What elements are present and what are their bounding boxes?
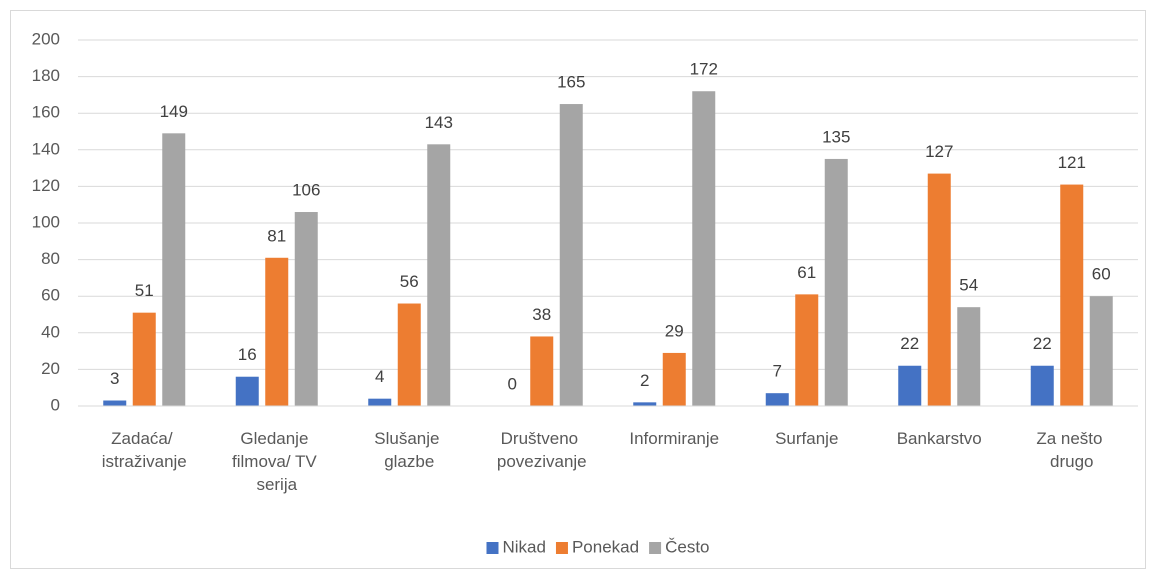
data-label: 165 [557,73,585,92]
data-label: 121 [1058,153,1086,172]
x-tick-label: Gledanje filmova/ TV serija [232,429,321,494]
data-label: 22 [900,334,919,353]
data-label: 81 [267,226,286,245]
x-tick-label: Zadaća/ istraživanje [102,429,187,471]
bar [530,336,554,406]
data-label: 60 [1092,265,1111,284]
label-line: serija [256,475,297,494]
bar [132,312,156,406]
bar [397,303,421,406]
bar [795,294,819,406]
y-tick-label: 100 [32,212,60,231]
x-tick-label: Slušanje glazbe [374,429,444,471]
label-line: Društveno [501,429,583,448]
data-label: 22 [1033,334,1052,353]
label-line: filmova/ TV [232,452,321,471]
x-tick-label: Za nešto drugo [1036,429,1107,471]
y-tick-label: 120 [32,176,60,195]
label-line: Slušanje [374,429,444,448]
bar [1030,365,1054,406]
legend-swatch [486,542,499,554]
y-tick-label: 160 [32,103,60,122]
data-label: 0 [508,374,517,393]
legend-item: Nikad [486,537,546,556]
legend-label: Nikad [502,537,545,556]
label-line: Surfanje [775,429,838,448]
bar [898,365,922,406]
label-line: istraživanje [102,452,187,471]
legend-swatch [649,542,662,554]
label-line: drugo [1050,452,1093,471]
x-tick-label: Bankarstvo [897,429,982,448]
data-label: 61 [797,263,816,282]
label-line: Bankarstvo [897,429,982,448]
data-label: 149 [160,102,188,121]
data-label: 127 [925,142,953,161]
bar [957,307,981,406]
data-label: 7 [773,362,782,381]
legend-item: Ponekad [555,537,639,556]
data-label: 135 [822,127,850,146]
bar [559,104,583,407]
bar [103,400,127,406]
bar [927,173,951,406]
bar [162,133,186,406]
x-tick-label: Surfanje [775,429,838,448]
data-label: 54 [959,276,978,295]
label-line: Za nešto [1036,429,1107,448]
bar [824,158,848,406]
data-label: 3 [110,369,119,388]
bar [662,352,686,406]
data-label: 4 [375,367,384,386]
data-label: 16 [238,345,257,364]
y-tick-label: 0 [51,395,60,414]
y-tick-label: 180 [32,66,60,85]
bar [633,402,657,406]
data-label: 2 [640,371,649,390]
bar [692,91,716,407]
bar [368,398,392,406]
y-tick-label: 80 [41,249,60,268]
label-line: Gledanje [240,429,313,448]
x-tick-label: Informiranje [629,429,719,448]
legend-label: Često [665,537,709,556]
data-label: 106 [292,181,320,200]
bar [294,212,318,406]
data-label: 143 [425,113,453,132]
legend-swatch [555,542,568,554]
data-label: 56 [400,272,419,291]
bar [1089,296,1113,406]
y-tick-label: 60 [41,286,60,305]
bar [765,393,789,406]
data-label: 172 [690,60,718,79]
bar [235,376,259,406]
data-label: 29 [665,321,684,340]
y-tick-label: 40 [41,322,60,341]
label-line: Zadaća/ [111,429,177,448]
data-label: 38 [532,305,551,324]
label-line: glazbe [384,452,434,471]
label-line: povezivanje [497,452,587,471]
y-tick-label: 140 [32,139,60,158]
data-label: 51 [135,281,154,300]
y-tick-label: 20 [41,359,60,378]
legend-item: Često [649,537,710,556]
bar [1060,184,1084,406]
y-tick-label: 200 [32,29,60,48]
bar [265,257,289,406]
legend-label: Ponekad [572,537,639,556]
label-line: Informiranje [629,429,719,448]
x-tick-label: Društveno povezivanje [497,429,587,471]
bar [427,144,451,406]
